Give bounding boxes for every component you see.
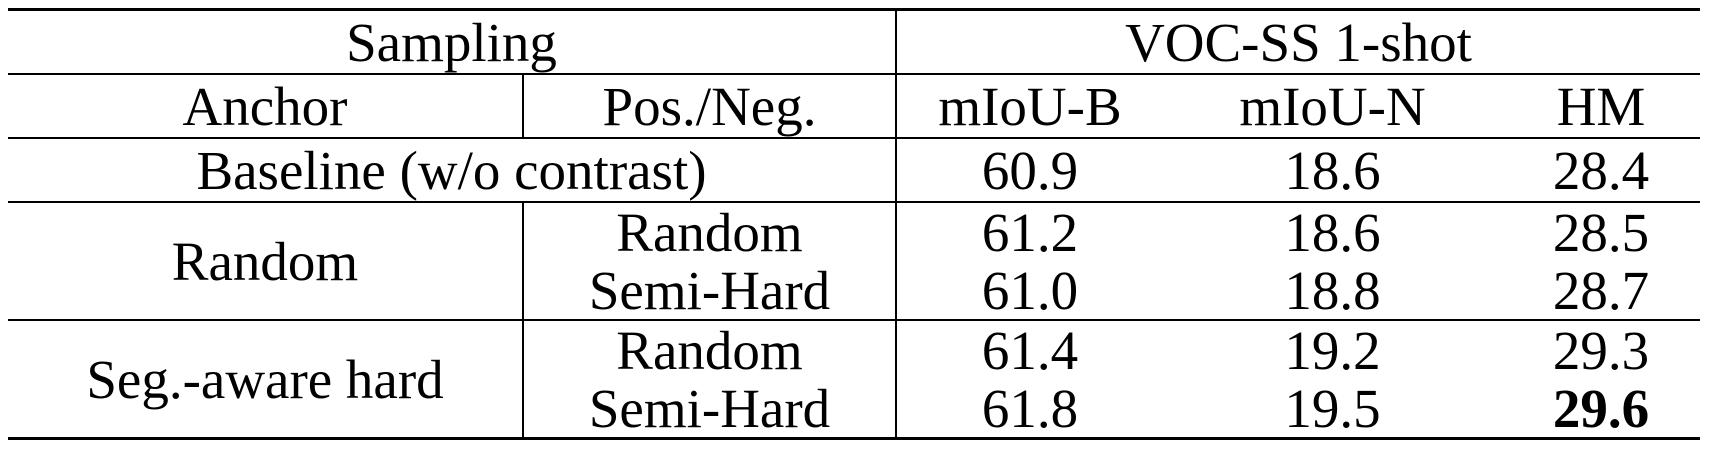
table-row: Semi-Hard 61.0 18.8 28.7 xyxy=(8,261,1700,320)
baseline-hm: 28.4 xyxy=(1502,137,1701,202)
miou-n-cell: 19.5 xyxy=(1163,379,1502,440)
pos-neg-cell: Semi-Hard xyxy=(523,379,897,440)
hm-cell-best: 29.6 xyxy=(1502,379,1701,440)
miou-b-cell: 61.4 xyxy=(896,319,1163,379)
header-pos-neg: Pos./Neg. xyxy=(523,73,897,138)
hm-cell: 28.7 xyxy=(1552,259,1650,321)
table-row: Random Random 61.2 18.6 28.5 xyxy=(8,201,1701,320)
baseline-miou-b: 60.9 xyxy=(896,137,1163,202)
baseline-label: Baseline (w/o contrast) xyxy=(8,137,897,202)
header-hm: HM xyxy=(1502,73,1701,138)
table-row-baseline: Baseline (w/o contrast) 60.9 18.6 28.4 xyxy=(8,137,1701,202)
results-table-container: Sampling VOC-SS 1-shot Anchor Pos./Neg. … xyxy=(8,8,1701,440)
table-row: Semi-Hard 61.8 19.5 29.6 xyxy=(8,379,1701,440)
miou-n-cell: 18.8 xyxy=(1284,259,1381,321)
pos-neg-cell: Semi-Hard xyxy=(523,261,897,320)
hm-cell: 28.5 xyxy=(1502,201,1701,261)
hm-cell: 29.3 xyxy=(1502,319,1701,379)
miou-n-cell: 19.2 xyxy=(1163,319,1502,379)
table-row: Seg.-aware hard Random 61.4 19.2 29.3 xyxy=(8,319,1701,440)
header-miou-b: mIoU-B xyxy=(896,73,1163,138)
header-anchor: Anchor xyxy=(8,73,524,138)
pos-neg-cell: Random xyxy=(523,319,897,379)
header-dataset: VOC-SS 1-shot xyxy=(896,8,1701,74)
results-table: Sampling VOC-SS 1-shot Anchor Pos./Neg. … xyxy=(8,8,1701,440)
anchor-group-seg-aware-hard: Seg.-aware hard xyxy=(8,319,524,440)
baseline-miou-n: 18.6 xyxy=(1163,137,1502,202)
miou-b-cell: 61.2 xyxy=(896,201,1163,261)
miou-b-cell: 61.0 xyxy=(981,259,1079,321)
header-miou-n: mIoU-N xyxy=(1163,73,1502,138)
miou-n-cell: 18.6 xyxy=(1163,201,1502,261)
header-sampling: Sampling xyxy=(8,8,897,74)
pos-neg-cell: Random xyxy=(523,201,897,261)
miou-b-cell: 61.8 xyxy=(896,379,1163,440)
anchor-group-random: Random xyxy=(8,201,524,320)
